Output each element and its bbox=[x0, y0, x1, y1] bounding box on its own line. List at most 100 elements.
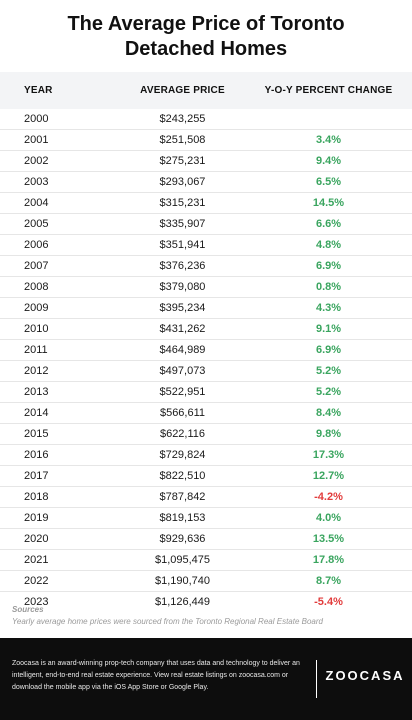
table-body: 2000 $243,255 2001 $251,508 3.4% 2002 $275,231… bbox=[0, 109, 412, 612]
year-cell: 2004 bbox=[0, 192, 120, 214]
year-cell: 2001 bbox=[0, 129, 120, 151]
yoy-change-cell: 9.8% bbox=[245, 423, 412, 445]
year-cell: 2011 bbox=[0, 339, 120, 361]
page-title-line-2: Detached Homes bbox=[124, 38, 288, 60]
footer-description: Zoocasa is an award-winning prop-tech co… bbox=[12, 660, 300, 691]
table-row: 2001 $251,508 3.4% bbox=[0, 129, 412, 151]
table-row: 2006 $351,941 4.8% bbox=[0, 234, 412, 256]
table-row: 2009 $395,234 4.3% bbox=[0, 297, 412, 319]
yoy-change-cell: 5.2% bbox=[245, 360, 412, 382]
average-price-cell: $431,262 bbox=[120, 318, 245, 340]
year-cell: 2005 bbox=[0, 213, 120, 235]
yoy-change-cell bbox=[245, 109, 412, 130]
yoy-change-cell: 9.1% bbox=[245, 318, 412, 340]
average-price-cell: $376,236 bbox=[120, 255, 245, 277]
year-cell: 2023 bbox=[24, 596, 49, 608]
average-price-cell: $1,190,740 bbox=[120, 570, 245, 592]
zoocasa-logo: ZOOCASA bbox=[325, 668, 405, 683]
average-price-cell: $243,255 bbox=[120, 109, 245, 130]
table-row: 2002 $275,231 9.4% bbox=[0, 150, 412, 172]
yoy-change-cell: 17.8% bbox=[245, 549, 412, 571]
average-price-cell: $497,073 bbox=[120, 360, 245, 382]
year-cell: 2002 bbox=[0, 150, 120, 172]
yoy-change-cell: 4.3% bbox=[245, 297, 412, 319]
yoy-change-cell: 8.7% bbox=[245, 570, 412, 592]
table-row: 2013 $522,951 5.2% bbox=[0, 381, 412, 403]
average-price-cell: $787,842 bbox=[120, 486, 245, 508]
yoy-change-cell: 4.8% bbox=[245, 234, 412, 256]
table-row: 2014 $566,611 8.4% bbox=[0, 402, 412, 424]
table-row: 2003 $293,067 6.5% bbox=[0, 171, 412, 193]
year-cell: 2008 bbox=[0, 276, 120, 298]
sources-section: Sources Yearly average home prices were … bbox=[12, 604, 404, 628]
yoy-change-cell: -4.2% bbox=[245, 486, 412, 508]
table-row: 2000 $243,255 bbox=[0, 109, 412, 130]
table-row: 2021 $1,095,475 17.8% bbox=[0, 549, 412, 571]
table-row: 2010 $431,262 9.1% bbox=[0, 318, 412, 340]
sources-heading: Sources bbox=[12, 605, 44, 614]
average-price-cell: $929,636 bbox=[120, 528, 245, 550]
table-row: 2008 $379,080 0.8% bbox=[0, 276, 412, 298]
table-row: 2018 $787,842 -4.2% bbox=[0, 486, 412, 508]
average-price-cell: $315,231 bbox=[120, 192, 245, 214]
yoy-change-cell: 5.2% bbox=[245, 381, 412, 403]
year-cell: 2019 bbox=[0, 507, 120, 529]
year-cell: 2007 bbox=[0, 255, 120, 277]
footer: Zoocasa is an award-winning prop-tech co… bbox=[0, 638, 412, 720]
year-cell: 2014 bbox=[0, 402, 120, 424]
year-cell: 2000 bbox=[0, 109, 120, 130]
average-price-cell: $1,126,449 bbox=[154, 596, 211, 608]
yoy-change-cell: 6.6% bbox=[245, 213, 412, 235]
yoy-change-cell: 9.4% bbox=[245, 150, 412, 172]
average-price-cell: $293,067 bbox=[120, 171, 245, 193]
page-title: The Average Price of Toronto Detached Ho… bbox=[0, 12, 412, 62]
average-price-cell: $275,231 bbox=[120, 150, 245, 172]
year-cell: 2006 bbox=[0, 234, 120, 256]
yoy-change-cell: -5.4% bbox=[314, 596, 343, 608]
table-row: 2004 $315,231 14.5% bbox=[0, 192, 412, 214]
average-price-cell: $622,116 bbox=[120, 423, 245, 445]
yoy-change-cell: 3.4% bbox=[245, 129, 412, 151]
average-price-cell: $1,095,475 bbox=[120, 549, 245, 571]
average-price-cell: $351,941 bbox=[120, 234, 245, 256]
table-header-row: YEAR AVERAGE PRICE Y-O-Y PERCENT CHANGE bbox=[0, 72, 412, 109]
average-price-cell: $395,234 bbox=[120, 297, 245, 319]
yoy-change-cell: 6.5% bbox=[245, 171, 412, 193]
table-row: 2011 $464,989 6.9% bbox=[0, 339, 412, 361]
yoy-change-cell: 6.9% bbox=[245, 255, 412, 277]
sources-text: Yearly average home prices were sourced … bbox=[12, 617, 323, 626]
average-price-cell: $464,989 bbox=[120, 339, 245, 361]
year-cell: 2016 bbox=[0, 444, 120, 466]
year-cell: 2013 bbox=[0, 381, 120, 403]
table-row: 2012 $497,073 5.2% bbox=[0, 360, 412, 382]
year-cell: 2017 bbox=[0, 465, 120, 487]
table-row: 2019 $819,153 4.0% bbox=[0, 507, 412, 529]
year-cell: 2018 bbox=[0, 486, 120, 508]
year-cell: 2010 bbox=[0, 318, 120, 340]
column-header-average-price: AVERAGE PRICE bbox=[120, 72, 245, 109]
average-price-cell: $379,080 bbox=[120, 276, 245, 298]
yoy-change-cell: 6.9% bbox=[245, 339, 412, 361]
yoy-change-cell: 12.7% bbox=[245, 465, 412, 487]
column-header-year: YEAR bbox=[0, 72, 120, 109]
year-cell: 2020 bbox=[0, 528, 120, 550]
column-header-yoy-change: Y-O-Y PERCENT CHANGE bbox=[245, 72, 412, 109]
average-price-cell: $822,510 bbox=[120, 465, 245, 487]
year-cell: 2022 bbox=[0, 570, 120, 592]
year-cell: 2012 bbox=[0, 360, 120, 382]
yoy-change-cell: 0.8% bbox=[245, 276, 412, 298]
table-row: 2020 $929,636 13.5% bbox=[0, 528, 412, 550]
table-row: 2023 $1,126,449 -5.4% bbox=[0, 592, 412, 613]
average-price-cell: $522,951 bbox=[120, 381, 245, 403]
year-cell: 2015 bbox=[0, 423, 120, 445]
average-price-cell: $729,824 bbox=[120, 444, 245, 466]
table-row: 2007 $376,236 6.9% bbox=[0, 255, 412, 277]
table-row: 2015 $622,116 9.8% bbox=[0, 423, 412, 445]
yoy-change-cell: 8.4% bbox=[245, 402, 412, 424]
average-price-cell: $335,907 bbox=[120, 213, 245, 235]
yoy-change-cell: 14.5% bbox=[245, 192, 412, 214]
table-row: 2022 $1,190,740 8.7% bbox=[0, 570, 412, 592]
yoy-change-cell: 17.3% bbox=[245, 444, 412, 466]
page-title-line-1: The Average Price of Toronto bbox=[67, 13, 345, 35]
table-row: 2005 $335,907 6.6% bbox=[0, 213, 412, 235]
